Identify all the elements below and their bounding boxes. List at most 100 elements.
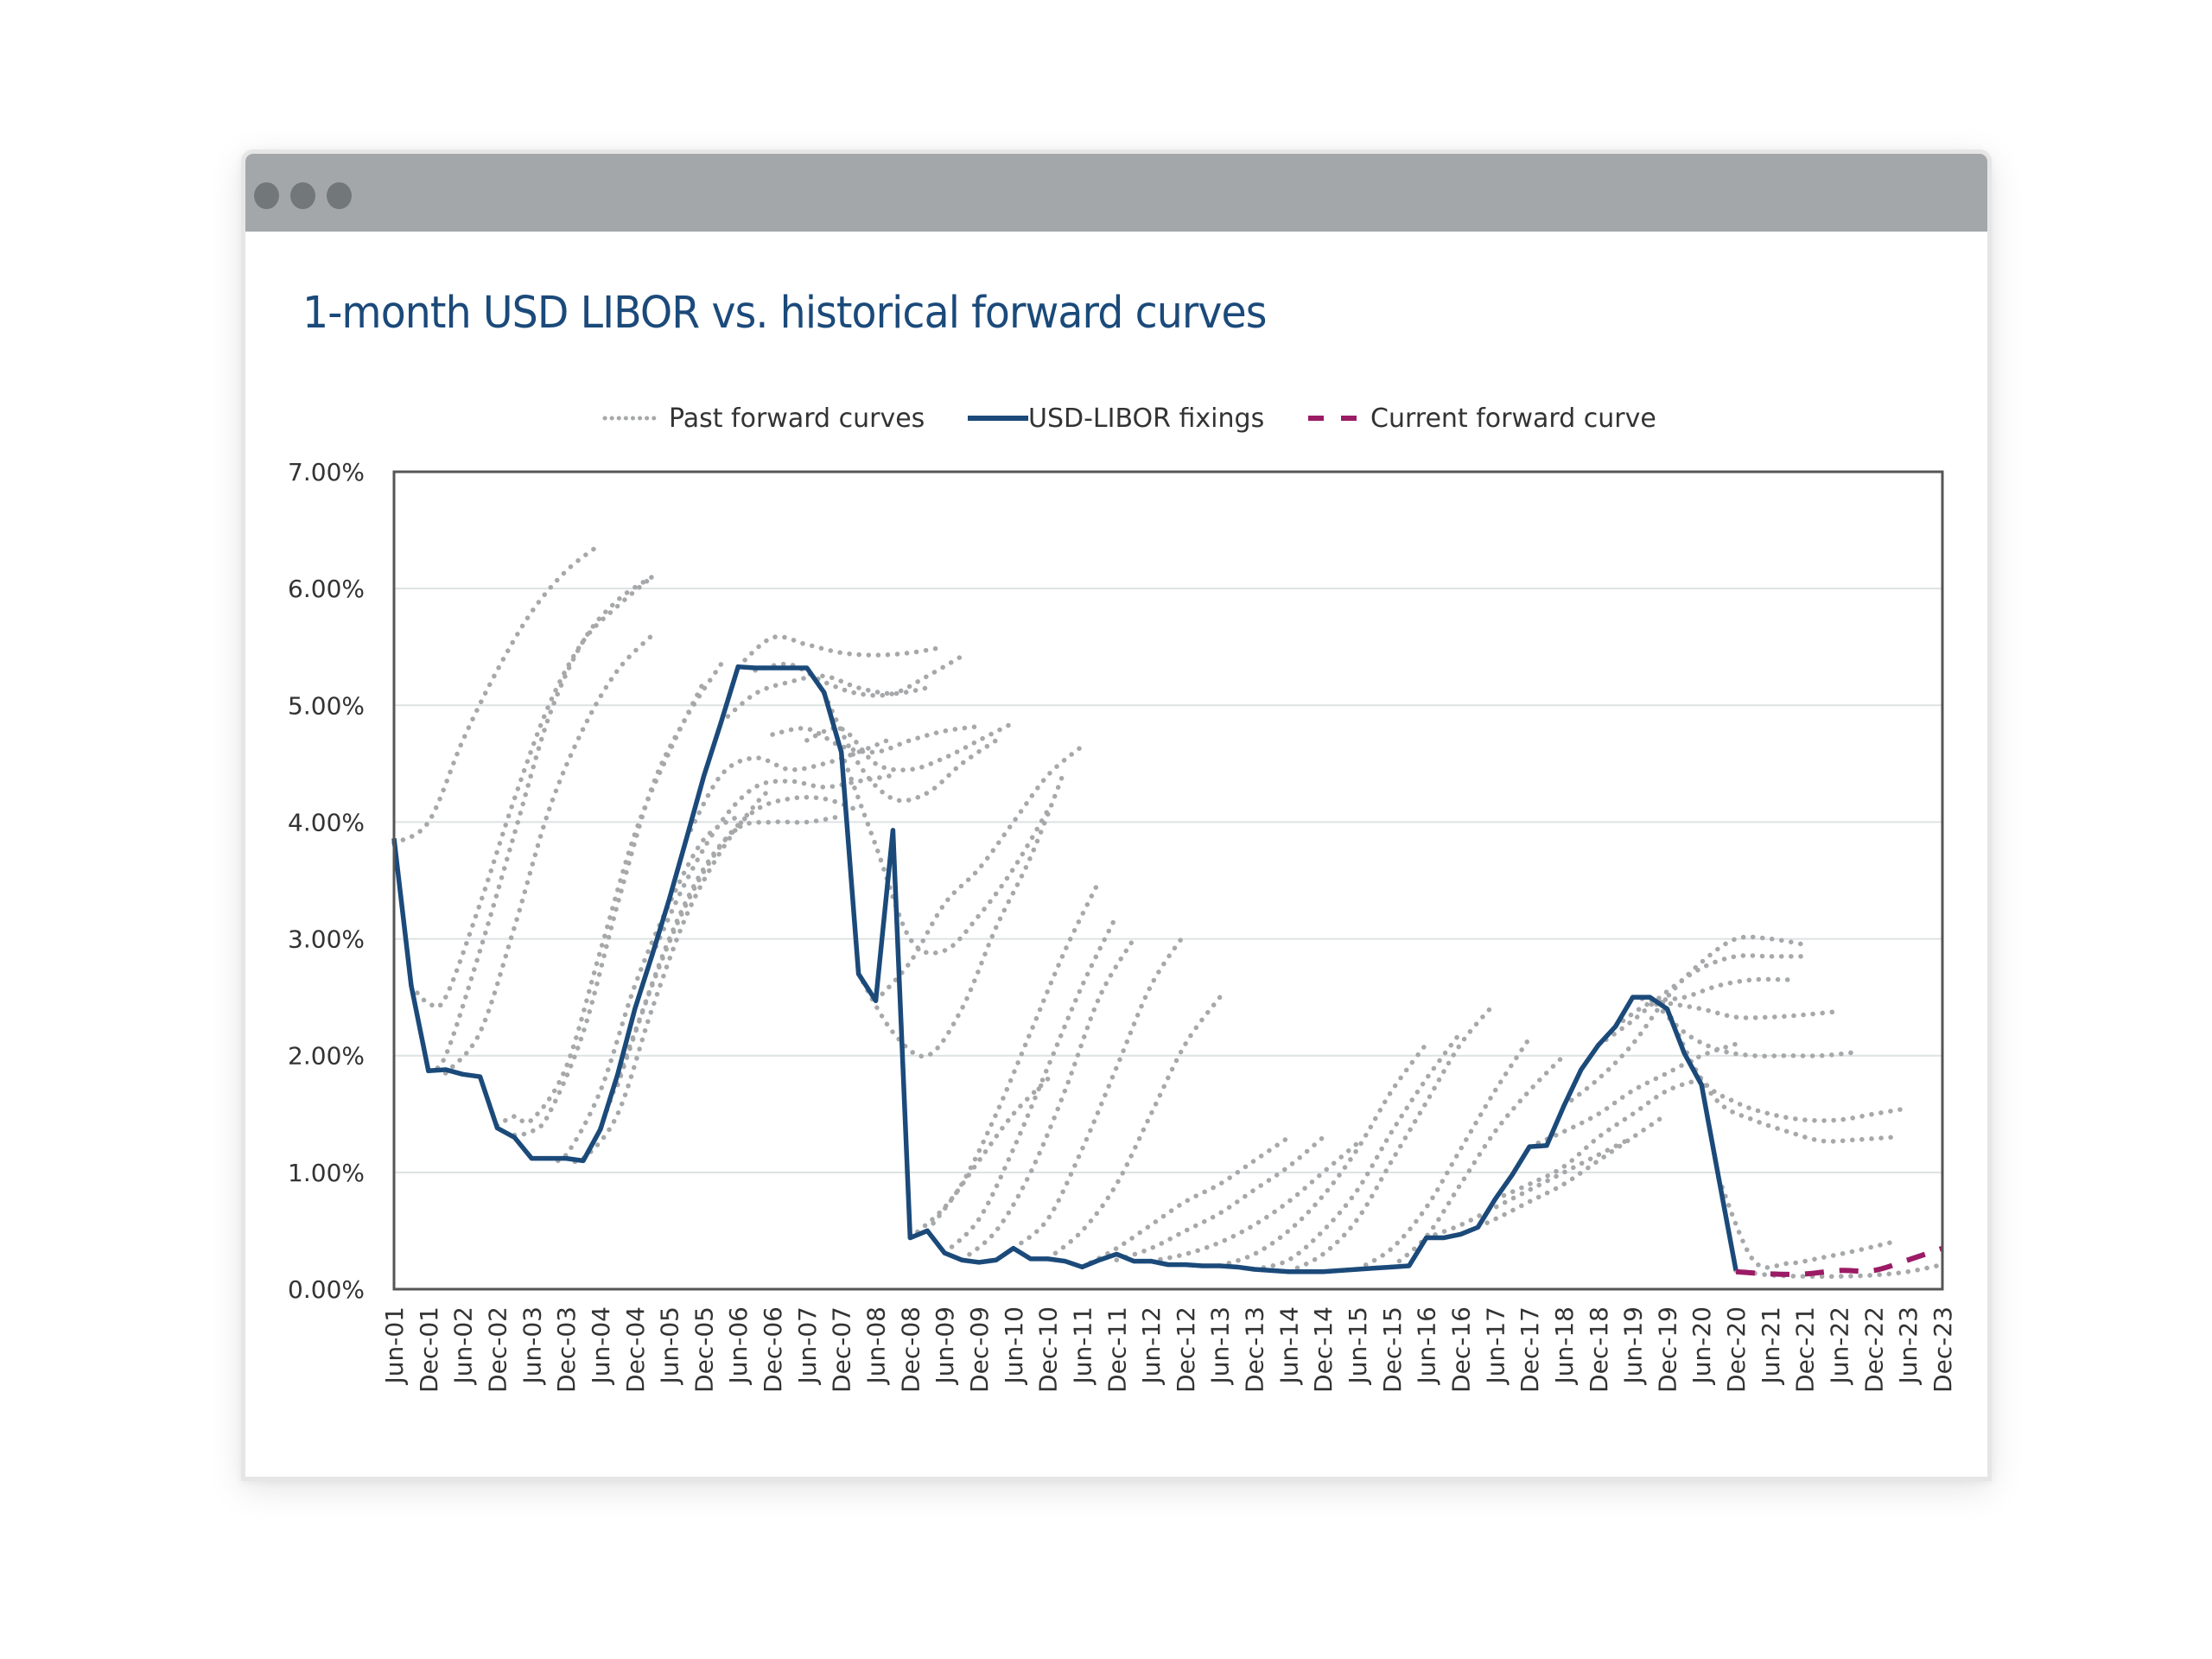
x-tick-label: Dec-22 — [1859, 1306, 1888, 1393]
current-forward-curve-line — [1735, 1245, 1943, 1277]
past-forward-curve — [718, 673, 930, 726]
window-titlebar — [245, 154, 1987, 232]
past-forward-curve — [649, 772, 896, 958]
x-tick-label: Dec-01 — [415, 1306, 443, 1393]
x-tick-label: Dec-05 — [690, 1306, 718, 1393]
x-tick-label: Jun-21 — [1757, 1306, 1785, 1385]
past-forward-curve — [1286, 1001, 1498, 1274]
y-tick-label: 7.00% — [288, 458, 365, 486]
past-forward-curve — [1217, 1041, 1429, 1268]
y-tick-label: 6.00% — [288, 575, 365, 603]
y-tick-label: 2.00% — [288, 1042, 365, 1071]
past-forward-curve — [1612, 976, 1790, 1029]
window-dot-icon[interactable] — [290, 182, 315, 209]
x-tick-label: Dec-14 — [1309, 1306, 1338, 1393]
past-forward-curve — [1389, 1052, 1567, 1270]
x-tick-label: Jun-07 — [793, 1306, 822, 1385]
past-forward-curve — [1630, 995, 1842, 1020]
past-forward-curve — [546, 813, 741, 1164]
past-forward-curve — [838, 749, 1051, 956]
past-forward-curve — [1079, 1135, 1292, 1270]
x-tick-label: Dec-13 — [1241, 1306, 1269, 1393]
x-tick-label: Jun-08 — [862, 1306, 891, 1385]
past-forward-curve — [683, 735, 896, 842]
window-dot-icon[interactable] — [254, 182, 279, 209]
x-tick-label: Jun-12 — [1137, 1306, 1166, 1385]
past-forward-curve — [907, 1076, 1051, 1241]
y-tick-label: 5.00% — [288, 691, 365, 720]
past-forward-curve — [1716, 1175, 1894, 1270]
past-forward-curve — [1733, 1262, 1945, 1280]
past-forward-curve — [1458, 1111, 1670, 1237]
x-tick-label: Jun-09 — [931, 1306, 959, 1385]
x-tick-label: Dec-19 — [1653, 1306, 1681, 1393]
legend-label-usd-libor-fixings: USD-LIBOR fixings — [1028, 404, 1264, 434]
x-tick-label: Dec-12 — [1172, 1306, 1200, 1393]
past-forward-curve — [598, 813, 844, 1131]
legend: Past forward curves USD-LIBOR fixings Cu… — [602, 404, 1656, 434]
x-tick-label: Dec-21 — [1791, 1306, 1820, 1393]
x-tick-label: Dec-02 — [483, 1306, 512, 1393]
x-tick-label: Jun-10 — [1000, 1306, 1028, 1385]
past-forward-curve — [1647, 995, 1859, 1058]
x-tick-label: Dec-03 — [552, 1306, 581, 1393]
past-forward-curve — [873, 743, 1085, 1003]
x-tick-label: Jun-20 — [1688, 1306, 1716, 1385]
past-forward-curve — [822, 691, 999, 804]
x-tick-label: Dec-20 — [1722, 1306, 1751, 1393]
past-forward-curve — [1527, 1041, 1738, 1149]
past-forward-curve — [770, 723, 982, 755]
legend-label-current-forward-curve: Current forward curve — [1370, 404, 1656, 434]
x-tick-label: Dec-08 — [896, 1306, 925, 1393]
x-tick-label: Jun-17 — [1481, 1306, 1510, 1385]
past-forward-curve — [1114, 1135, 1325, 1262]
x-tick-label: Jun-22 — [1826, 1306, 1854, 1385]
past-forward-curve — [1681, 1051, 1894, 1144]
past-forward-curve — [1423, 1135, 1636, 1241]
x-tick-label: Jun-18 — [1550, 1306, 1579, 1385]
y-axis-ticks: 0.00% 1.00% 2.00% 3.00% 4.00% 5.00% 6.00% 7.00% — [288, 458, 365, 1304]
x-tick-label: Dec-15 — [1378, 1306, 1407, 1393]
past-forward-curve — [391, 542, 603, 846]
past-forward-curve — [942, 912, 1120, 1255]
past-forward-curve — [442, 632, 655, 1076]
past-forward-curve — [1596, 953, 1808, 1048]
x-axis-ticks: Jun-01 Dec-01 Jun-02 Dec-02 Jun-03 Dec-03 Jun-… — [380, 1306, 1957, 1393]
y-tick-label: 3.00% — [288, 925, 365, 954]
past-forward-curve — [1492, 1076, 1704, 1202]
past-forward-curve — [426, 574, 655, 1072]
past-forward-curve — [855, 766, 1068, 1059]
x-tick-label: Dec-07 — [828, 1306, 856, 1393]
plot-frame — [392, 470, 1944, 1291]
chart-title: 1-month USD LIBOR vs. historical forward… — [302, 288, 1268, 339]
series-lines — [391, 664, 1943, 1277]
past-forward-curve — [1561, 934, 1808, 1109]
past-forward-curve — [1355, 1035, 1532, 1272]
x-tick-label: Jun-11 — [1068, 1306, 1096, 1385]
x-tick-label: Jun-16 — [1413, 1306, 1441, 1385]
past-forward-curve — [735, 634, 947, 670]
x-tick-label: Jun-19 — [1619, 1306, 1648, 1385]
past-forward-curve — [409, 574, 655, 1010]
x-tick-label: Jun-04 — [587, 1306, 615, 1385]
x-tick-label: Dec-09 — [965, 1306, 994, 1393]
usd-libor-fixings-line — [391, 664, 1738, 1274]
x-tick-label: Dec-11 — [1103, 1306, 1131, 1393]
x-tick-label: Jun-05 — [656, 1306, 684, 1385]
y-tick-label: 4.00% — [288, 808, 365, 836]
past-forward-curve — [512, 662, 724, 1138]
legend-label-past-forward-curves: Past forward curves — [669, 404, 925, 434]
x-tick-label: Jun-15 — [1344, 1306, 1372, 1385]
x-tick-label: Dec-16 — [1446, 1306, 1475, 1393]
window-dot-icon[interactable] — [327, 182, 352, 209]
x-tick-label: Jun-06 — [724, 1306, 753, 1385]
x-tick-label: Jun-02 — [449, 1306, 478, 1385]
x-tick-label: Jun-13 — [1206, 1306, 1235, 1385]
y-tick-label: 1.00% — [288, 1159, 365, 1187]
x-tick-label: Dec-18 — [1585, 1306, 1613, 1393]
past-forward-curve — [1045, 995, 1223, 1262]
x-tick-label: Dec-04 — [621, 1306, 650, 1393]
past-forward-curve — [494, 679, 707, 1128]
x-tick-label: Jun-23 — [1894, 1306, 1923, 1385]
